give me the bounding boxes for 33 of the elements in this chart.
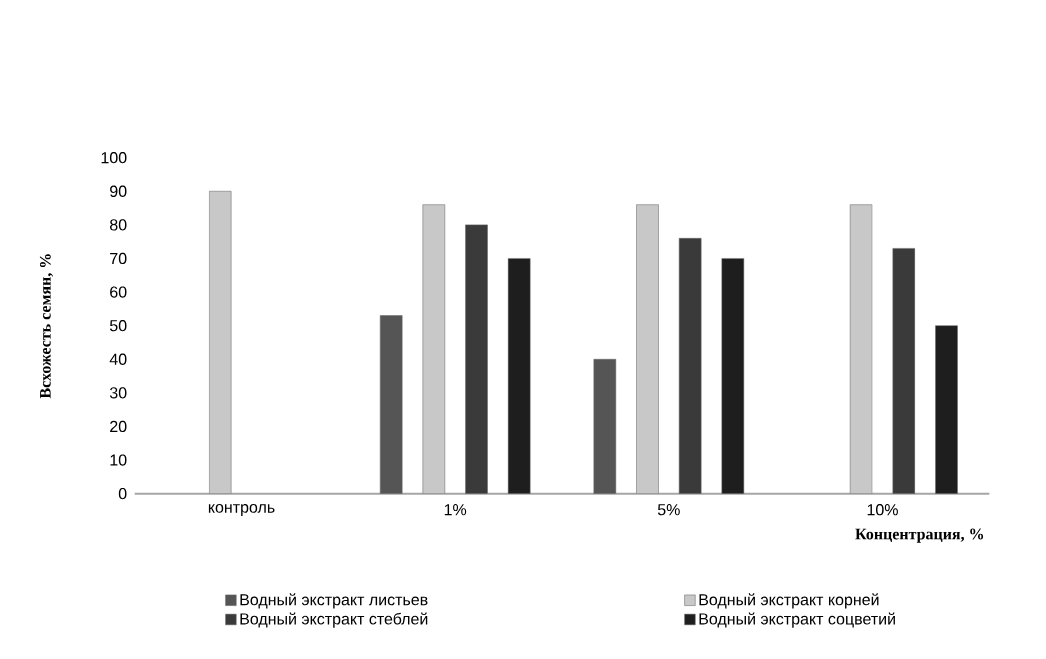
legend-label: Водный экстракт листьев <box>240 593 428 609</box>
y-tick-label: 40 <box>109 353 127 365</box>
x-axis-title: Концентрация, % <box>855 528 984 543</box>
legend-label: Водный экстракт стеблей <box>240 612 428 628</box>
bar <box>636 204 659 494</box>
bar <box>678 238 702 494</box>
bar <box>935 325 958 494</box>
legend-label: Водный экстракт соцветий <box>699 612 895 628</box>
y-axis-title: Всхожесть семян, % <box>39 254 54 399</box>
legend-label: Водный экстракт корней <box>699 593 879 609</box>
bar <box>208 190 232 494</box>
y-tick-label: 100 <box>101 152 127 164</box>
y-tick-label: 0 <box>118 488 127 500</box>
bar <box>721 258 745 494</box>
x-tick-label: 1% <box>444 504 467 516</box>
bar <box>849 204 873 494</box>
bar <box>422 204 446 494</box>
y-tick-label: 60 <box>110 286 127 298</box>
y-tick-label: 70 <box>110 252 127 265</box>
y-tick-label: 50 <box>109 320 127 332</box>
y-tick-label: 20 <box>110 420 127 433</box>
bar <box>892 248 916 494</box>
bar <box>465 224 488 494</box>
bar <box>379 315 403 494</box>
y-tick-label: 80 <box>110 219 127 231</box>
x-tick-label: контроль <box>208 504 275 516</box>
y-tick-label: 10 <box>110 454 127 466</box>
x-tick-label: 5% <box>657 504 680 516</box>
y-tick-label: 90 <box>110 185 127 197</box>
bar <box>593 358 617 494</box>
bar <box>507 258 531 494</box>
x-tick-label: 10% <box>867 504 898 516</box>
y-tick-label: 30 <box>109 387 127 399</box>
